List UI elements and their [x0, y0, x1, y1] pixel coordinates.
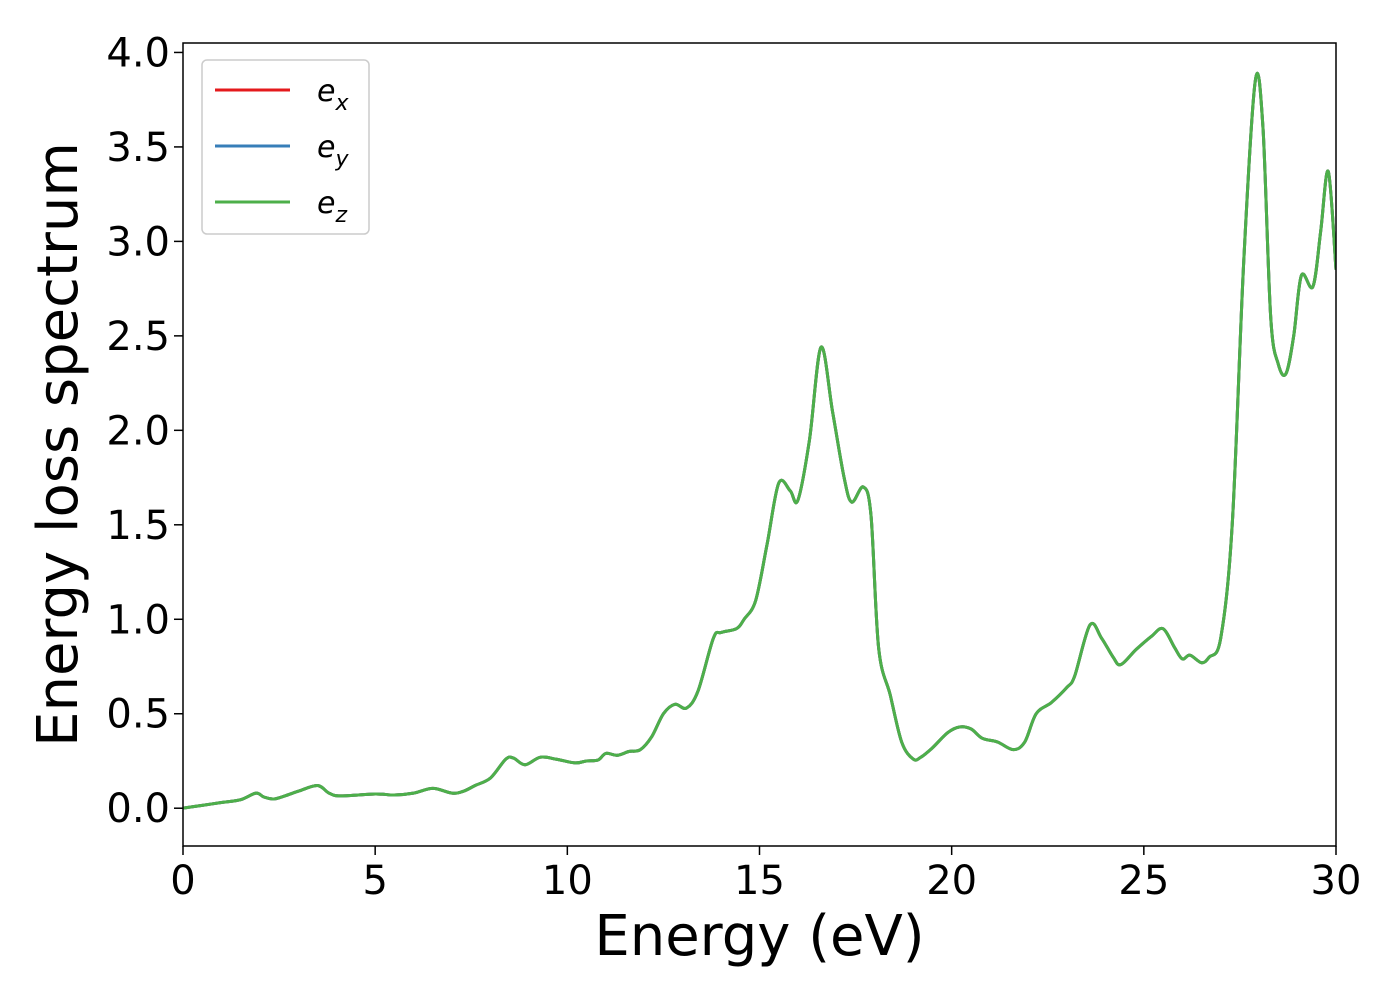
x-tick-label: 30: [1311, 858, 1362, 904]
y-axis-label: Energy loss spectrum: [26, 142, 91, 747]
y-tick-label: 1.0: [106, 597, 170, 643]
y-tick-label: 1.5: [106, 503, 170, 549]
legend-subscript: x: [334, 91, 349, 116]
y-tick-label: 2.0: [106, 408, 170, 454]
x-tick-label: 5: [362, 858, 387, 904]
x-tick-label: 0: [170, 858, 195, 904]
x-tick-label: 25: [1118, 858, 1169, 904]
y-tick-label: 3.5: [106, 125, 170, 171]
y-tick-label: 0.5: [106, 692, 170, 738]
x-tick-label: 10: [542, 858, 593, 904]
legend-subscript: z: [334, 203, 347, 228]
y-tick-label: 4.0: [106, 30, 170, 76]
x-tick-label: 20: [926, 858, 977, 904]
x-tick-label: 15: [734, 858, 785, 904]
y-tick-label: 2.5: [106, 314, 170, 360]
y-axis-ticks: 0.0 0.5 1.0 1.5 2.0 2.5 3.0 3.5 4.0: [106, 30, 183, 832]
legend-subscript: y: [334, 147, 349, 172]
y-tick-label: 3.0: [106, 219, 170, 265]
series-line-ez: [183, 71, 1336, 810]
x-axis-label: Energy (eV): [594, 904, 924, 969]
x-axis-ticks: 0 5 10 15 20 25 30: [170, 846, 1361, 904]
y-tick-label: 0.0: [106, 786, 170, 832]
